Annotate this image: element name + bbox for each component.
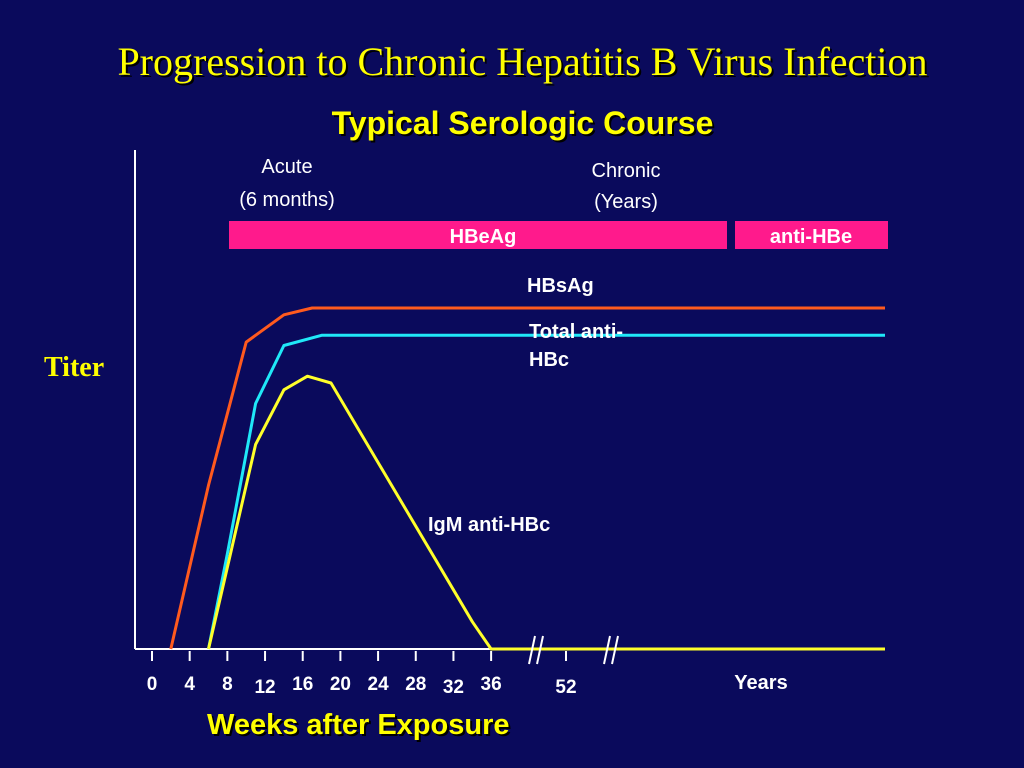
series-line bbox=[169, 306, 885, 650]
phase-label-line1: Chronic bbox=[592, 160, 661, 182]
phase-label-line1: Acute bbox=[261, 156, 312, 178]
phase-label-line2: (Years) bbox=[594, 191, 658, 213]
series-label-hbsag: HBsAg bbox=[527, 275, 594, 297]
x-tick-label: 4 bbox=[184, 674, 195, 695]
axis-break-mark bbox=[611, 635, 619, 665]
slide-subtitle: Typical Serologic Course bbox=[331, 105, 714, 141]
x-tick-label: 0 bbox=[147, 674, 158, 695]
axis-break-mark bbox=[603, 635, 611, 665]
marker-bar-label: HBeAg bbox=[450, 226, 517, 248]
marker-bar bbox=[735, 221, 888, 249]
marker-bar bbox=[229, 221, 727, 249]
x-tick-label: 16 bbox=[292, 674, 313, 695]
x-tick-label: 12 bbox=[254, 677, 275, 698]
x-tick-label: 36 bbox=[481, 674, 502, 695]
x-tick-label: 52 bbox=[555, 677, 576, 698]
x-axis-label: Weeks after Exposure bbox=[207, 709, 510, 741]
x-tick-label: 20 bbox=[330, 674, 351, 695]
x-years-label: Years bbox=[734, 672, 787, 694]
series-label-total-anti-hbc: Total anti- HBc bbox=[529, 321, 623, 371]
marker-bar-label: anti-HBe bbox=[770, 226, 852, 248]
x-tick-label: 8 bbox=[222, 674, 233, 695]
x-tick-label: 24 bbox=[368, 674, 390, 695]
series-label-igm-anti-hbc: IgM anti-HBc bbox=[428, 514, 550, 536]
series-line bbox=[207, 333, 885, 650]
series-label-line: Total anti- bbox=[529, 321, 623, 343]
slide-title: Progression to Chronic Hepatitis B Virus… bbox=[117, 39, 928, 84]
x-tick-label: 32 bbox=[443, 677, 464, 698]
series-label-line: HBc bbox=[529, 349, 569, 371]
axis-break-mark bbox=[528, 635, 536, 665]
series-line bbox=[207, 374, 885, 651]
x-tick-label: 28 bbox=[405, 674, 426, 695]
phase-label-line2: (6 months) bbox=[239, 189, 335, 211]
y-axis-label: Titer bbox=[44, 352, 105, 383]
axis-break-mark bbox=[536, 635, 544, 665]
